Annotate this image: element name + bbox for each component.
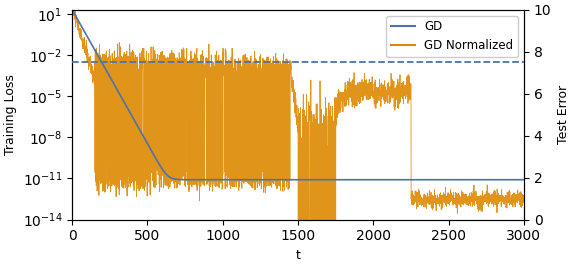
Y-axis label: Test Error: Test Error xyxy=(557,85,570,144)
X-axis label: t: t xyxy=(296,249,300,262)
Legend: GD, GD Normalized: GD, GD Normalized xyxy=(386,16,518,57)
Y-axis label: Training Loss: Training Loss xyxy=(4,74,17,155)
